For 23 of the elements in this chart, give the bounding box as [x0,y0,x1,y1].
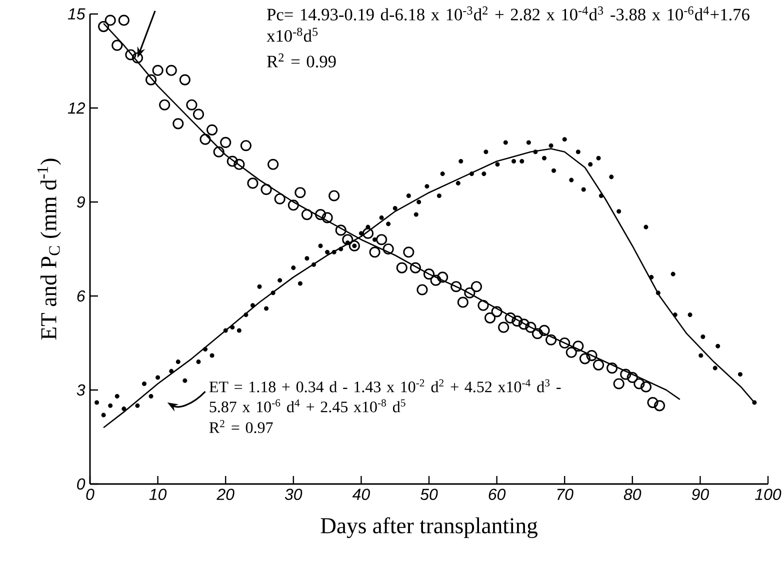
x-tick-label: 50 [420,488,438,500]
y-axis-title: ET and P$_{C}$ (mm d$^{-1}$) [37,158,62,340]
y-tick-label: 12 [68,102,86,114]
x-tick-label: 80 [624,488,642,500]
x-tick-label: 40 [352,488,370,500]
y-tick-label: 15 [68,8,86,20]
x-axis-title: Days after transplanting [320,517,538,538]
x-tick-label: 90 [692,488,709,500]
y-tick-label: 3 [76,384,86,396]
text: Pc= 14.93-0.19 d-6.18 x 10$^{-3}$d$^{2}$ + 2.82 x 10$^{-4}$d$^{3}$ -3.88 x 10$^{-6}$d$^{4}$+1.76 x10$^{-8}$d$^{5}$ [266,6,750,42]
x-tick-label: 60 [488,488,506,500]
x-tick-label: 10 [149,488,167,500]
y-tick-label: 9 [76,196,85,208]
x-tick-label: 70 [557,488,574,500]
annotation: R$^{2}$ = 0.99 [267,53,336,68]
y-tick-label: 6 [77,290,86,302]
x-tick-label: 0 [86,488,94,500]
annotation: R$^{2}$ = 0.97 [209,420,273,434]
x-tick-label: 100 [755,488,782,500]
y-tick-label: 0 [77,478,86,490]
x-tick-label: 30 [284,488,302,500]
x-tick-label: 20 [216,488,234,500]
text: ET = 1.18 + 0.34 d - 1.43 x 10$^{-2}$ d$^{2}$ + 4.52 x10$^{-4}$ d$^{3}$ - 5.87 x 10$^{-6}$ d$^{4}$ + 2.45 x10$^{-8}$ d$^{5}$ [209,379,561,412]
